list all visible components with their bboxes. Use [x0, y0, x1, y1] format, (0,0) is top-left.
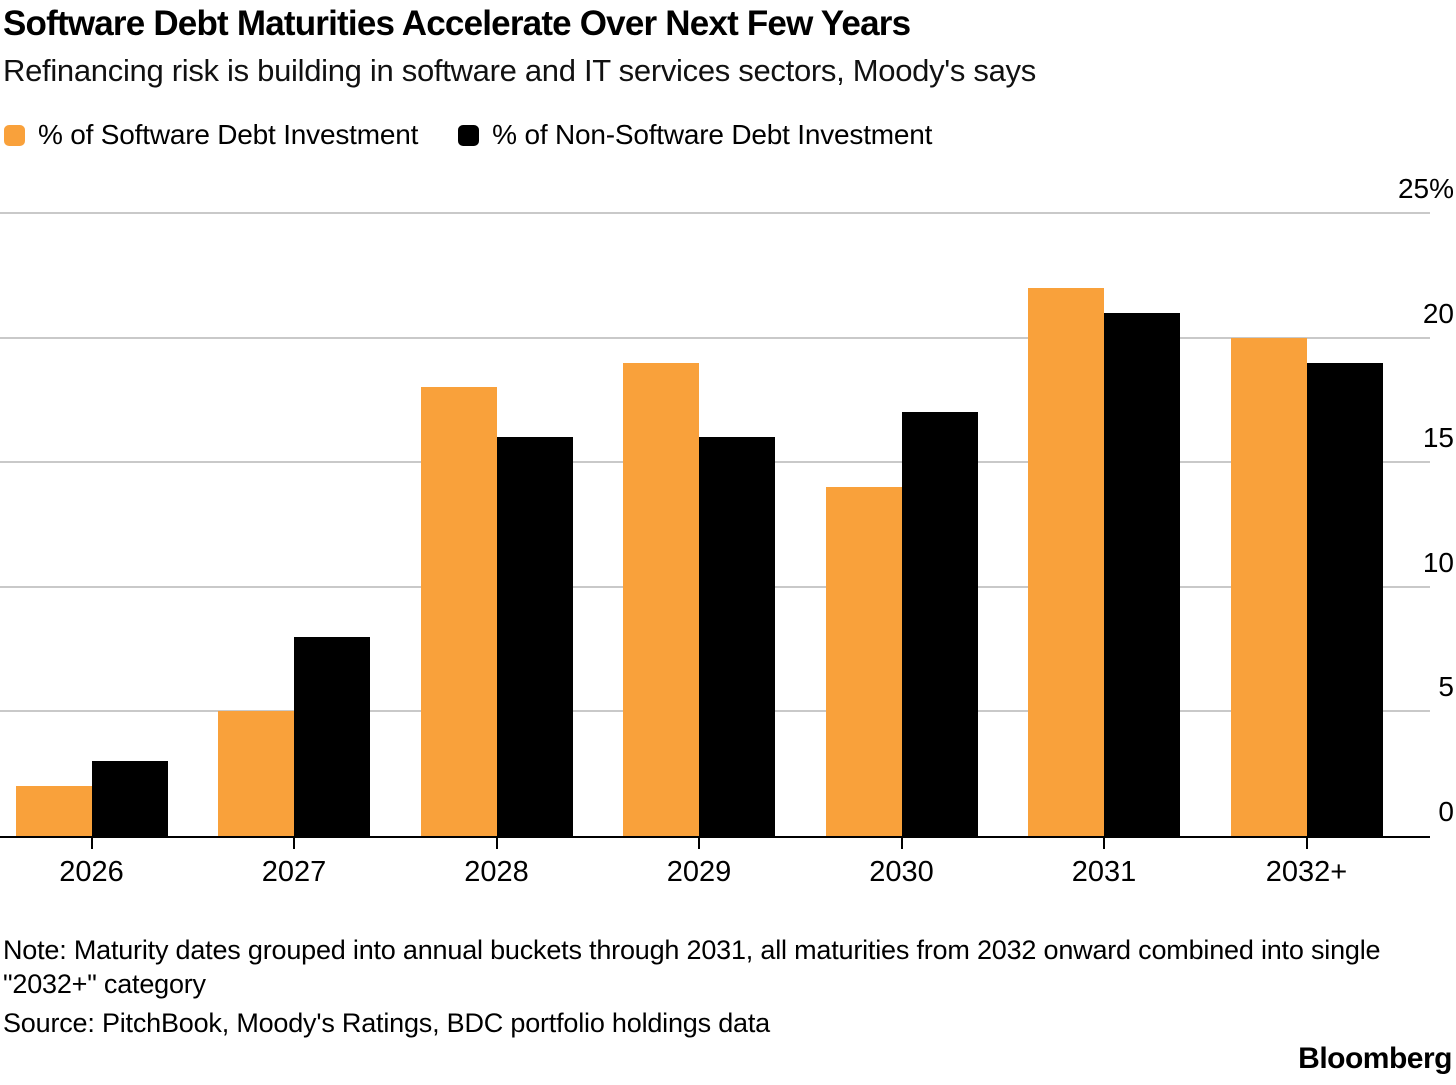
bloomberg-logo: Bloomberg — [1298, 1042, 1452, 1075]
x-axis-tick-2028 — [495, 836, 498, 849]
bar-non-software-2032+ — [1306, 362, 1383, 836]
bar-non-software-2030 — [901, 412, 978, 836]
x-axis-tick-2032+ — [1305, 836, 1308, 849]
x-axis-tick-2027 — [293, 836, 295, 849]
x-axis-label-2031: 2031 — [1071, 856, 1137, 888]
chart-subtitle: Refinancing risk is building in software… — [3, 53, 1036, 88]
gridline-20 — [0, 336, 1430, 339]
x-axis-label-2026: 2026 — [59, 856, 124, 888]
legend-item-non-software: % of Non-Software Debt Investment — [458, 119, 932, 151]
y-axis-label-15: 15 — [1422, 422, 1454, 454]
bar-non-software-2031 — [1104, 312, 1180, 836]
legend: % of Software Debt Investment % of Non-S… — [4, 119, 932, 151]
y-axis-label-20: 20 — [1422, 297, 1454, 329]
x-axis-tick-2029 — [698, 836, 700, 849]
footnote: Note: Maturity dates grouped into annual… — [3, 935, 1381, 999]
legend-swatch-software-icon — [4, 124, 25, 146]
legend-item-software: % of Software Debt Investment — [4, 119, 418, 151]
x-axis-label-2027: 2027 — [261, 856, 327, 888]
bar-software-2027 — [218, 711, 294, 836]
source-line: Source: PitchBook, Moody's Ratings, BDC … — [3, 1008, 770, 1038]
legend-label-software: % of Software Debt Investment — [38, 119, 419, 150]
bar-software-2026 — [15, 786, 92, 836]
x-axis-label-2032+: 2032+ — [1265, 856, 1348, 888]
bar-non-software-2026 — [91, 761, 168, 836]
bar-software-2029 — [623, 362, 699, 836]
bar-software-2030 — [825, 487, 902, 836]
bar-software-2028 — [420, 387, 497, 836]
bar-non-software-2028 — [496, 437, 573, 836]
y-axis-label-0: 0 — [1438, 796, 1454, 827]
bar-non-software-2029 — [699, 437, 775, 836]
x-axis-line — [0, 836, 1430, 838]
x-axis-label-2030: 2030 — [869, 856, 934, 888]
x-axis-label-2028: 2028 — [464, 856, 529, 888]
chart-title: Software Debt Maturities Accelerate Over… — [3, 4, 911, 43]
x-axis-tick-2031 — [1103, 836, 1105, 849]
legend-swatch-non-software-icon — [458, 124, 480, 146]
bar-software-2032+ — [1230, 337, 1307, 836]
gridline-25 — [0, 212, 1430, 214]
x-axis-tick-2030 — [900, 836, 903, 849]
x-axis-tick-2026 — [90, 836, 93, 849]
bar-non-software-2027 — [294, 636, 370, 836]
x-axis-label-2029: 2029 — [666, 856, 732, 888]
bar-software-2031 — [1028, 287, 1104, 836]
y-axis-label-5: 5 — [1438, 671, 1454, 703]
y-axis-label-10: 10 — [1422, 546, 1454, 578]
legend-label-non-software: % of Non-Software Debt Investment — [492, 119, 933, 150]
plot-area: 0 5 10 15 20 25% 2026 2027 2028 2029 2030 2031 2032+ — [0, 173, 1454, 888]
y-axis-label-25: 25% — [1397, 173, 1454, 204]
